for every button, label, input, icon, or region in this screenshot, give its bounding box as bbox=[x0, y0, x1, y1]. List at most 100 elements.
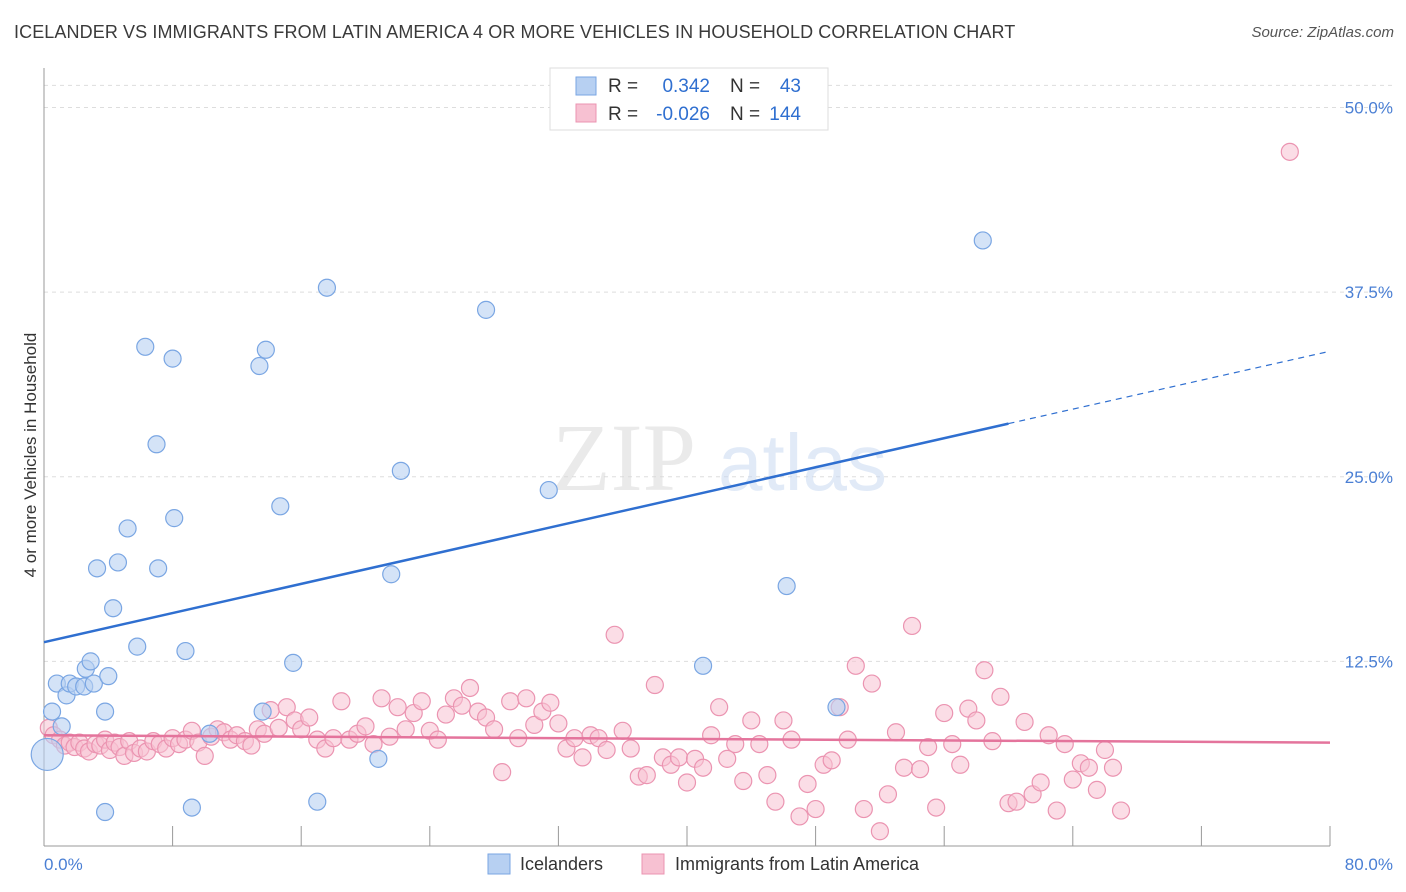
immigrants-point bbox=[300, 708, 319, 727]
icelanders-point bbox=[136, 337, 155, 356]
immigrants-point bbox=[324, 729, 343, 748]
immigrants-point bbox=[485, 720, 504, 739]
icelanders-point bbox=[317, 278, 337, 297]
legend-swatch-icelanders bbox=[575, 76, 597, 96]
immigrants-point bbox=[396, 720, 415, 739]
immigrants-point bbox=[766, 792, 785, 811]
x-tick-label-max: 80.0% bbox=[1345, 855, 1393, 874]
x-tick-label-min: 0.0% bbox=[44, 855, 83, 874]
immigrants-point bbox=[919, 737, 938, 757]
immigrants-point bbox=[1015, 712, 1034, 732]
icelanders-point bbox=[52, 717, 71, 736]
gridlines bbox=[44, 84, 1392, 662]
immigrants-point bbox=[541, 693, 560, 712]
source-credit: Source: ZipAtlas.com bbox=[1251, 24, 1394, 41]
icelanders-point bbox=[777, 576, 796, 596]
icelanders-point bbox=[165, 509, 184, 528]
icelanders-point bbox=[104, 599, 123, 618]
icelanders-trend-extension bbox=[1008, 350, 1331, 425]
immigrants-point bbox=[493, 763, 512, 782]
chart-title: ICELANDER VS IMMIGRANTS FROM LATIN AMERI… bbox=[14, 22, 1016, 42]
immigrants-point bbox=[517, 689, 536, 708]
icelanders-point bbox=[128, 637, 147, 656]
immigrants-point bbox=[702, 726, 721, 745]
immigrants-point bbox=[645, 675, 664, 695]
immigrants-point bbox=[1103, 758, 1123, 777]
icelanders-point bbox=[973, 231, 992, 250]
icelanders-point bbox=[118, 519, 137, 538]
immigrants-point bbox=[991, 687, 1010, 706]
icelanders-point bbox=[539, 480, 558, 500]
icelanders-point bbox=[200, 724, 219, 743]
trend-lines bbox=[43, 350, 1331, 744]
immigrants-point bbox=[195, 746, 214, 766]
immigrants-point bbox=[742, 711, 761, 730]
icelanders-point bbox=[81, 652, 100, 671]
icelanders-point bbox=[693, 656, 713, 675]
legend-n-label-1: N = bbox=[730, 76, 760, 97]
immigrants-point bbox=[886, 723, 906, 742]
bottom-legend-icelanders: Icelanders bbox=[520, 854, 603, 874]
immigrants-point bbox=[862, 674, 881, 693]
immigrants-point bbox=[388, 698, 407, 717]
icelanders-point bbox=[149, 559, 168, 578]
y-tick-label: 25.0% bbox=[1345, 468, 1393, 487]
immigrants-point bbox=[677, 773, 697, 792]
immigrants-point bbox=[693, 758, 713, 777]
icelanders-point bbox=[253, 702, 272, 721]
legend-r-label-2: R = bbox=[608, 104, 638, 125]
immigrants-trend-line bbox=[43, 733, 1331, 744]
immigrants-point bbox=[332, 692, 351, 711]
immigrants-point bbox=[1031, 773, 1050, 792]
immigrants-point bbox=[372, 689, 391, 708]
immigrants-point bbox=[878, 785, 898, 804]
y-tick-label: 50.0% bbox=[1345, 99, 1393, 118]
bottom-legend-swatch-icelanders bbox=[487, 853, 511, 875]
icelanders-trend-line bbox=[43, 422, 1009, 644]
immigrants-point bbox=[790, 807, 809, 826]
stats-legend: R = 0.342 N = 43 R = -0.026 N = 144 bbox=[549, 67, 829, 131]
axes bbox=[43, 68, 1331, 847]
immigrants-point bbox=[637, 766, 656, 785]
icelanders-point bbox=[476, 300, 496, 319]
legend-n-value-2: 144 bbox=[769, 104, 801, 125]
series-immigrants-points bbox=[39, 142, 1299, 841]
immigrants-point bbox=[597, 740, 616, 760]
icelanders-point bbox=[271, 497, 290, 516]
icelanders-point bbox=[30, 737, 64, 772]
bottom-legend-swatch-immigrants bbox=[641, 853, 665, 875]
bottom-legend-immigrants: Immigrants from Latin America bbox=[675, 854, 920, 874]
watermark-zip: ZIP bbox=[552, 404, 696, 511]
legend-r-value-1: 0.342 bbox=[662, 76, 710, 97]
immigrants-point bbox=[910, 760, 930, 779]
y-tick-label: 37.5% bbox=[1345, 283, 1393, 302]
icelanders-point bbox=[369, 749, 388, 768]
immigrants-point bbox=[669, 748, 689, 767]
immigrants-point bbox=[1055, 734, 1074, 754]
immigrants-point bbox=[951, 755, 970, 774]
icelanders-point bbox=[382, 565, 401, 584]
icelanders-point bbox=[147, 435, 166, 454]
immigrants-point bbox=[854, 799, 873, 819]
icelanders-point bbox=[827, 698, 846, 717]
immigrants-point bbox=[718, 749, 737, 768]
immigrants-point bbox=[621, 739, 640, 758]
immigrants-point bbox=[605, 625, 624, 644]
immigrants-point bbox=[1095, 740, 1115, 760]
y-axis-label: 4 or more Vehicles in Household bbox=[21, 333, 40, 578]
immigrants-point bbox=[798, 774, 817, 794]
icelanders-point bbox=[250, 356, 269, 376]
series-icelanders-points bbox=[30, 231, 992, 822]
immigrants-point bbox=[525, 715, 544, 734]
icelanders-point bbox=[99, 667, 118, 686]
immigrants-point bbox=[277, 698, 296, 717]
immigrants-point bbox=[1063, 770, 1082, 789]
immigrants-point bbox=[806, 799, 825, 819]
icelanders-point bbox=[176, 641, 195, 661]
icelanders-point bbox=[182, 798, 201, 817]
immigrants-point bbox=[1007, 792, 1026, 811]
immigrants-point bbox=[975, 661, 994, 680]
legend-n-label-2: N = bbox=[730, 104, 760, 125]
immigrants-point bbox=[1280, 142, 1299, 161]
